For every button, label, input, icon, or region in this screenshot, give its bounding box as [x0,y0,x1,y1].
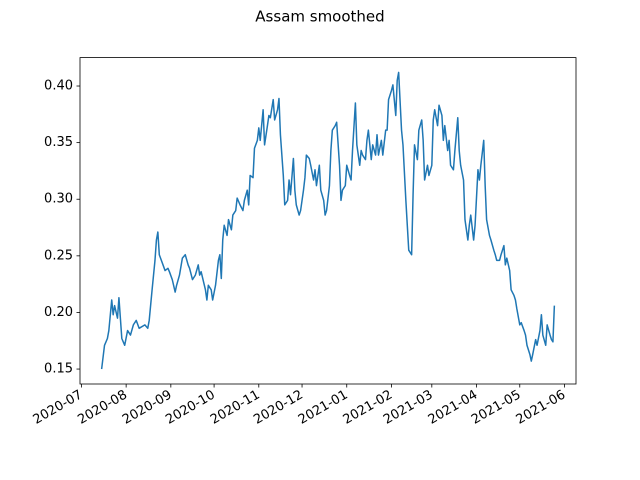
chart-title: Assam smoothed [255,8,384,26]
y-tick-label: 0.40 [44,79,73,94]
plot-frame [79,57,577,385]
y-tick-label: 0.20 [44,305,73,320]
y-tick-label: 0.35 [44,135,73,150]
y-tick-label: 0.25 [44,248,73,263]
y-tick-label: 0.30 [44,192,73,207]
data-line [100,71,556,370]
y-tick-label: 0.15 [44,362,73,377]
